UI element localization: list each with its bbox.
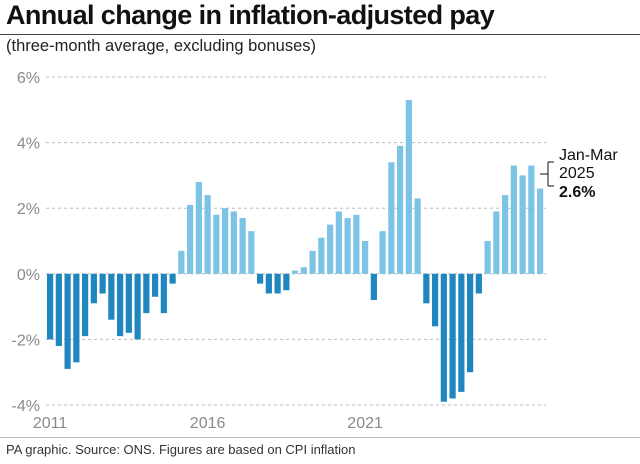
x-tick-label: 2011 [33, 415, 68, 432]
bar [274, 273, 281, 294]
bar [362, 241, 369, 274]
y-tick-label: 4% [17, 136, 40, 153]
bar [510, 165, 517, 274]
bar [388, 162, 395, 274]
bar [458, 273, 465, 392]
bar [222, 208, 229, 274]
bar [432, 273, 439, 327]
bar [187, 204, 194, 274]
bar [178, 250, 185, 274]
bar [160, 273, 167, 314]
chart-subtitle: (three-month average, excluding bonuses) [6, 37, 317, 55]
bar [143, 273, 150, 314]
bar [335, 211, 342, 274]
bar [475, 273, 482, 294]
axis-labels: -4% -2% 0% 2% 4% 6% 2011 2016 2021 [12, 70, 383, 432]
bar [467, 273, 474, 373]
x-tick-label: 2021 [347, 415, 383, 432]
bar [257, 273, 264, 284]
bar [405, 99, 412, 274]
bar [423, 273, 430, 304]
chart-title: Annual change in inflation-adjusted pay [6, 0, 495, 30]
bar [99, 273, 106, 294]
bar [309, 250, 316, 274]
title-divider [0, 34, 640, 35]
bar [440, 273, 447, 402]
bar [169, 273, 176, 284]
bar [397, 145, 404, 274]
bar [239, 218, 246, 274]
bar [64, 273, 71, 369]
bar [502, 195, 509, 274]
x-tick-label: 2016 [190, 415, 226, 432]
bar [195, 181, 202, 274]
bar [318, 237, 325, 274]
bar [125, 273, 132, 333]
bar [519, 175, 526, 274]
bar [292, 270, 299, 274]
bar [55, 273, 62, 346]
annotation-year-label: 2025 [559, 165, 595, 182]
bar [449, 273, 456, 399]
annotation-value-label: 2.6% [559, 184, 595, 201]
y-tick-label: -2% [12, 332, 40, 349]
y-tick-label: 2% [17, 201, 40, 218]
bar [248, 231, 255, 274]
source-note: PA graphic. Source: ONS. Figures are bas… [6, 442, 356, 457]
bar [204, 195, 211, 274]
footer-divider [0, 437, 640, 438]
bar [152, 273, 159, 297]
bar [370, 273, 377, 301]
y-tick-label: 0% [17, 267, 40, 284]
latest-annotation: Jan-Mar 2025 2.6% [540, 147, 618, 201]
bar [493, 211, 500, 274]
bar [265, 273, 272, 294]
bars [47, 99, 544, 402]
bar [353, 214, 360, 274]
y-tick-label: -4% [12, 398, 40, 415]
bar [82, 273, 89, 337]
bar [73, 273, 80, 363]
y-tick-label: 6% [17, 70, 40, 87]
bar [230, 211, 237, 274]
bar [414, 198, 421, 274]
bar [117, 273, 124, 337]
bar [344, 218, 351, 274]
bar [379, 231, 386, 274]
bar [213, 214, 220, 274]
bar [484, 241, 491, 274]
bar [300, 267, 307, 274]
bar [47, 273, 54, 340]
bar [528, 165, 535, 274]
bar [283, 273, 290, 291]
bar [108, 273, 115, 320]
bar [327, 224, 334, 274]
bar [537, 188, 544, 274]
bar-chart: -4% -2% 0% 2% 4% 6% 2011 2016 2021 Jan-Mar 2025 … [12, 70, 619, 432]
annotation-period-label: Jan-Mar [559, 147, 618, 164]
bar [90, 273, 97, 304]
bar [134, 273, 141, 340]
